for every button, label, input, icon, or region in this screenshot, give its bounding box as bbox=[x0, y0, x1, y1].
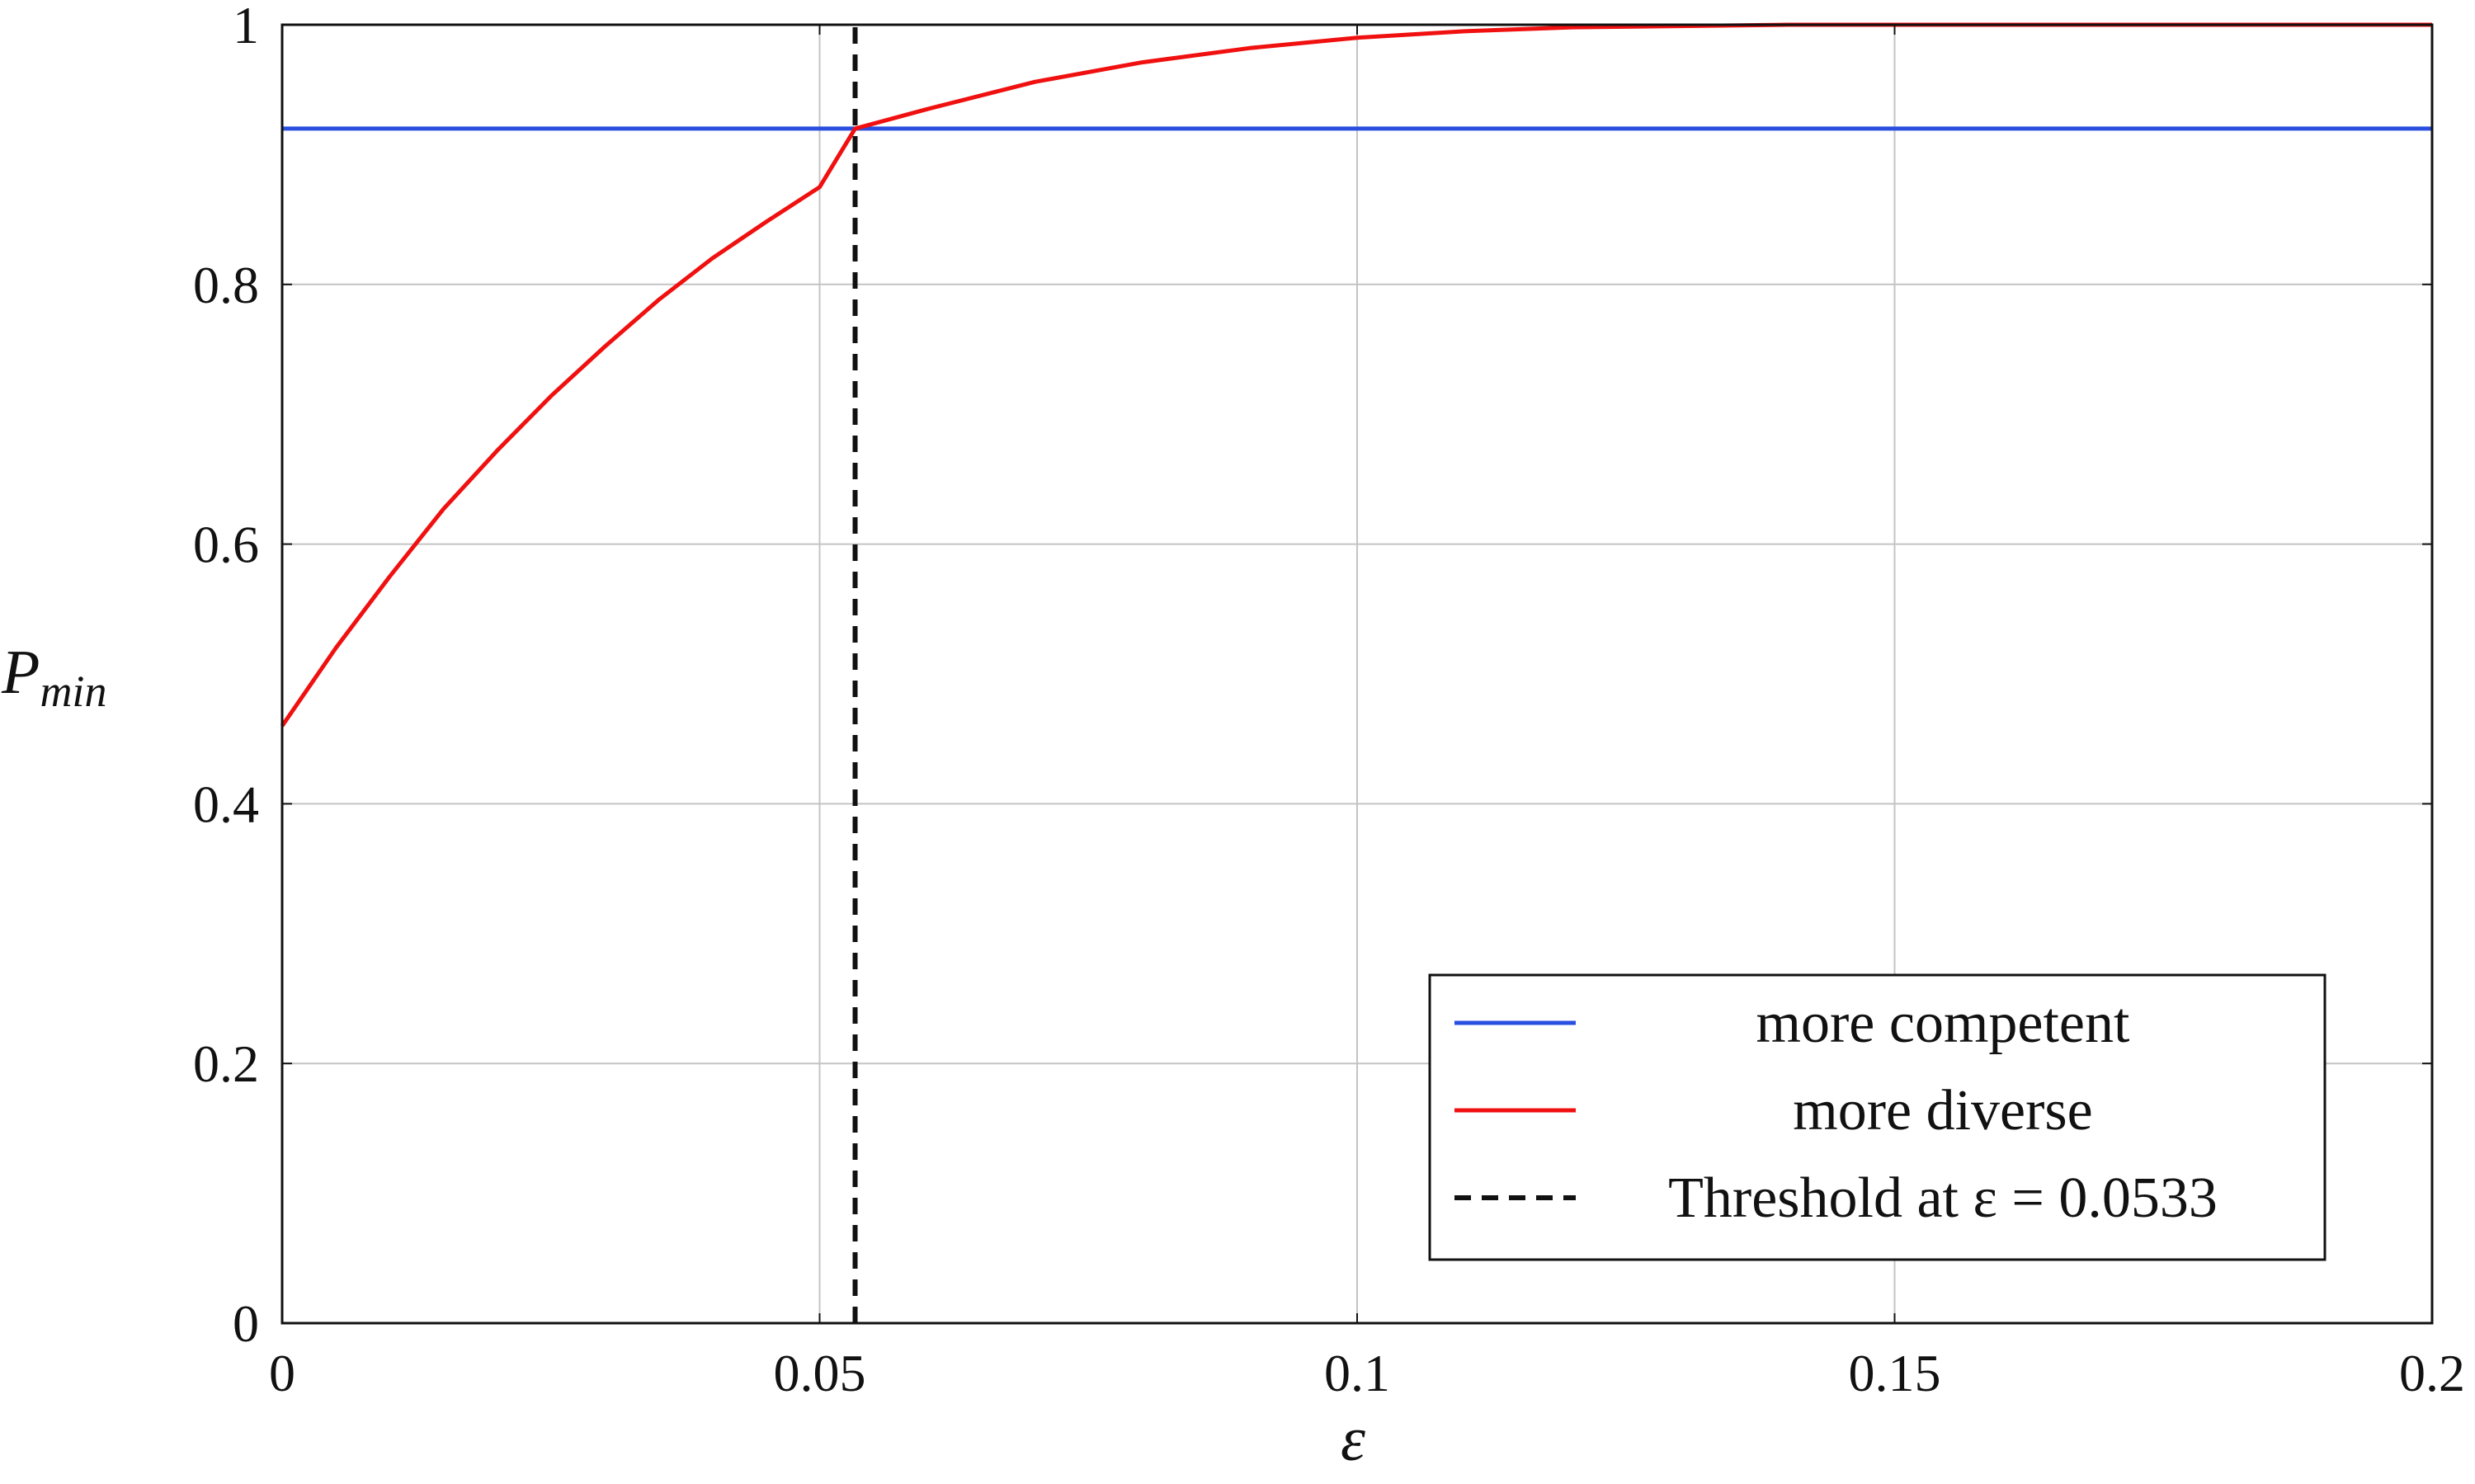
y-axis-label-sub: min bbox=[40, 667, 106, 716]
y-tick-label: 0 bbox=[233, 1294, 259, 1353]
x-tick-label: 0.1 bbox=[1324, 1344, 1390, 1402]
x-tick-label: 0.05 bbox=[774, 1344, 866, 1402]
y-tick-label: 1 bbox=[233, 0, 259, 54]
legend-label: more competent bbox=[1756, 992, 2130, 1055]
x-tick-labels: 0 0.05 0.1 0.15 0.2 bbox=[269, 1344, 2465, 1402]
y-tick-label: 0.8 bbox=[193, 256, 259, 314]
axis-ticks bbox=[281, 24, 2433, 1324]
y-tick-label: 0.2 bbox=[193, 1034, 259, 1093]
y-axis-label: Pmin bbox=[1, 638, 106, 716]
x-axis-label: ε bbox=[1341, 1405, 1365, 1474]
y-tick-labels: 0 0.2 0.4 0.6 0.8 1 bbox=[193, 0, 259, 1353]
y-axis-label-main: P bbox=[1, 638, 40, 707]
legend-label: more diverse bbox=[1793, 1079, 2092, 1142]
legend: more competent more diverse Threshold at ε… bbox=[1428, 973, 2326, 1261]
x-tick-label: 0.2 bbox=[2399, 1344, 2465, 1402]
y-tick-label: 0.6 bbox=[193, 516, 259, 574]
legend-label: Threshold at ε = 0.0533 bbox=[1668, 1166, 2218, 1230]
x-tick-label: 0.15 bbox=[1849, 1344, 1941, 1402]
legend-box bbox=[1428, 973, 2326, 1261]
y-tick-label: 0.4 bbox=[193, 775, 259, 833]
grid-lines bbox=[282, 25, 2432, 1323]
x-tick-label: 0 bbox=[269, 1344, 295, 1402]
